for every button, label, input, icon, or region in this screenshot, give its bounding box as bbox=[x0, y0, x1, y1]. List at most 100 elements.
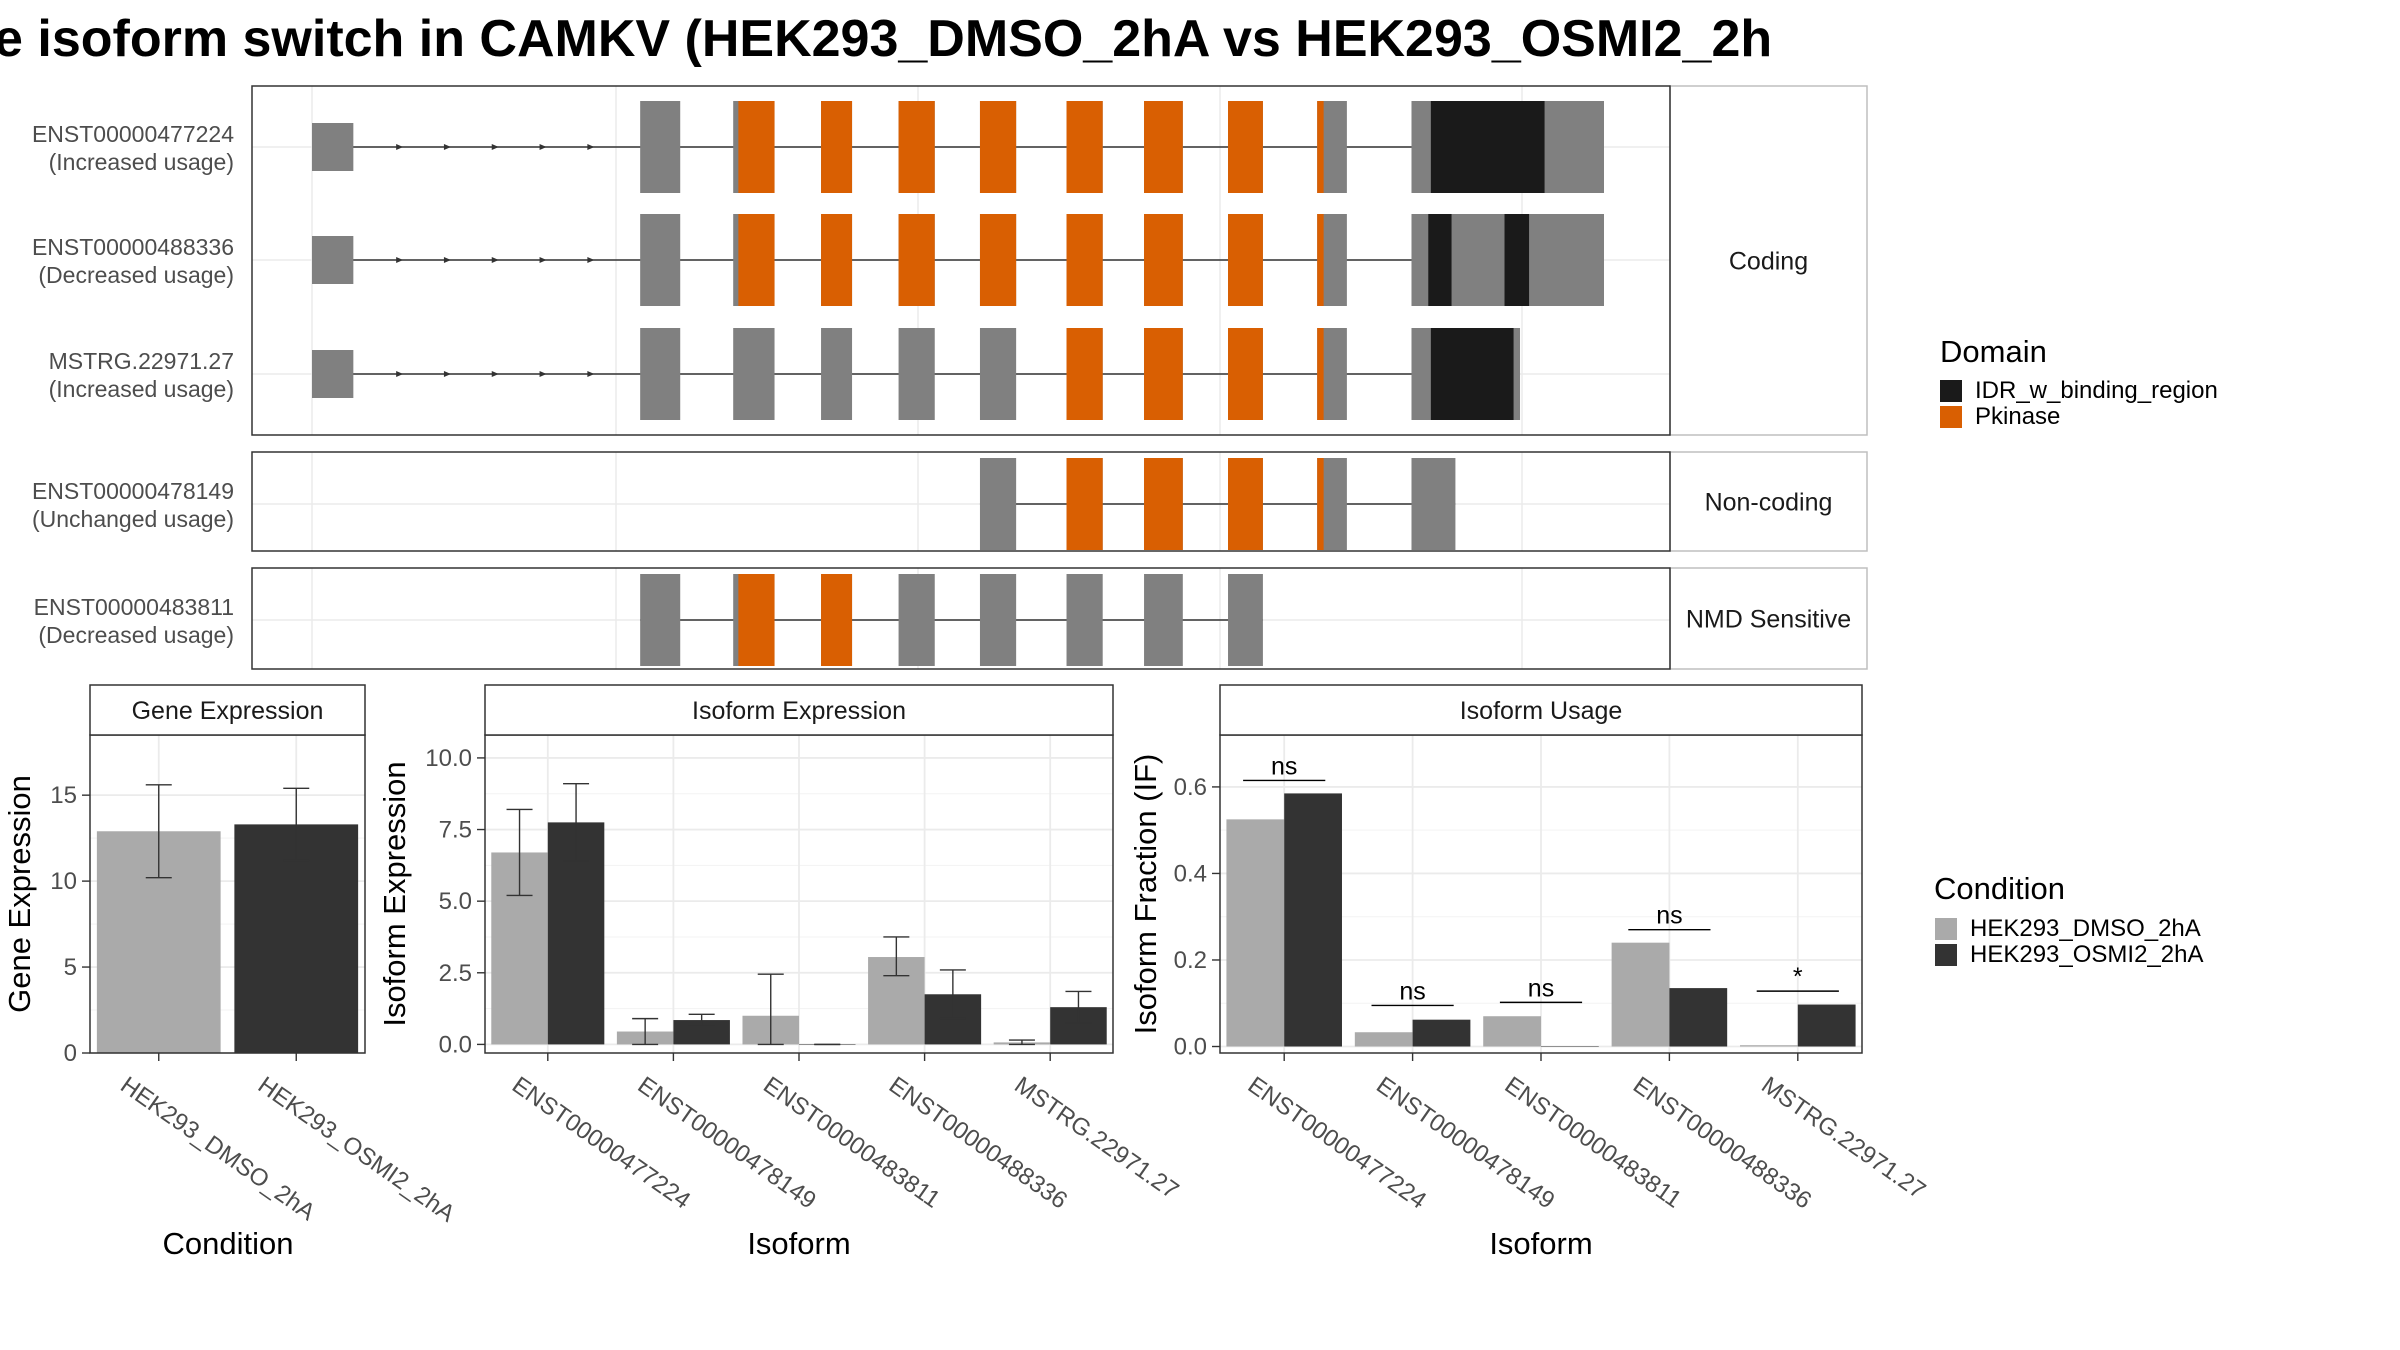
intron-arrow bbox=[491, 371, 499, 377]
bar-HEK293_DMSO_2hA bbox=[1611, 942, 1670, 1047]
panel-strip-label: Non-coding bbox=[1705, 489, 1833, 517]
idr-domain bbox=[1430, 328, 1514, 420]
chart-strip bbox=[1219, 684, 1863, 736]
significance-label: ns bbox=[1528, 974, 1554, 1002]
isoform-track: MSTRG.22971.27(Increased usage) bbox=[49, 328, 1521, 420]
domain-legend-label: IDR_w_binding_region bbox=[1975, 377, 2218, 404]
isoform-track: ENST00000478149(Unchanged usage) bbox=[32, 458, 1456, 550]
y-tick-label: 0.6 bbox=[1174, 774, 1207, 801]
chart-strip bbox=[89, 684, 366, 736]
pkinase-domain bbox=[821, 214, 853, 306]
intron-arrow bbox=[587, 144, 595, 150]
exon-block bbox=[1411, 458, 1456, 550]
isoform-id-label: ENST00000483811 bbox=[34, 594, 234, 620]
domain-legend-title: Domain bbox=[1940, 334, 2047, 369]
pkinase-domain bbox=[1144, 458, 1183, 550]
isoform-id-label: MSTRG.22971.27 bbox=[49, 348, 234, 374]
condition-legend-key bbox=[1935, 944, 1957, 966]
pkinase-domain bbox=[1317, 328, 1324, 420]
pkinase-domain bbox=[979, 101, 1017, 193]
significance-label: ns bbox=[1656, 902, 1682, 930]
y-tick-label: 0.0 bbox=[439, 1031, 472, 1058]
x-axis-title: Isoform bbox=[747, 1226, 850, 1261]
isoform-usage-label: (Unchanged usage) bbox=[32, 506, 234, 532]
significance-label: * bbox=[1793, 963, 1803, 991]
intron-arrow bbox=[539, 257, 547, 263]
pkinase-domain bbox=[821, 574, 853, 666]
exon-block bbox=[1144, 574, 1183, 666]
domain-legend-key bbox=[1940, 380, 1962, 402]
y-tick-label: 7.5 bbox=[439, 817, 472, 844]
condition-legend-label: HEK293_OSMI2_2hA bbox=[1970, 941, 2203, 968]
panel-strip-label: NMD Sensitive bbox=[1686, 606, 1851, 634]
isoform-track: ENST00000488336(Decreased usage) bbox=[32, 214, 1604, 306]
chart-strip-title: Isoform Expression bbox=[692, 697, 906, 725]
pkinase-domain bbox=[1066, 214, 1103, 306]
exon-block bbox=[898, 574, 935, 666]
isoform-usage-label: (Decreased usage) bbox=[38, 262, 234, 288]
pkinase-domain bbox=[1066, 101, 1103, 193]
pkinase-domain bbox=[979, 214, 1017, 306]
panel-border bbox=[251, 451, 1671, 552]
exon-block bbox=[979, 574, 1017, 666]
intron-arrow bbox=[396, 144, 404, 150]
y-tick-label: 5.0 bbox=[439, 888, 472, 915]
exon-block bbox=[1228, 574, 1263, 666]
exon-block bbox=[821, 328, 853, 420]
bar-HEK293_OSMI2_2hA bbox=[1797, 1004, 1856, 1047]
bar-HEK293_OSMI2_2hA bbox=[1412, 1019, 1471, 1047]
isoform-id-label: ENST00000478149 bbox=[32, 478, 234, 504]
isoform-id-label: ENST00000488336 bbox=[32, 234, 234, 260]
pkinase-domain bbox=[898, 101, 935, 193]
isoform-usage-label: (Decreased usage) bbox=[38, 622, 234, 648]
panel-strip bbox=[1669, 451, 1868, 552]
figure-title: e isoform switch in CAMKV (HEK293_DMSO_2… bbox=[0, 10, 1772, 68]
pkinase-domain bbox=[1066, 458, 1103, 550]
condition-legend: Condition HEK293_DMSO_2hAHEK293_OSMI2_2h… bbox=[1934, 871, 2203, 968]
panel-strip bbox=[1669, 567, 1868, 670]
pkinase-domain bbox=[1228, 101, 1263, 193]
intron-arrow bbox=[396, 371, 404, 377]
intron-arrow bbox=[396, 257, 404, 263]
bar-HEK293_DMSO_2hA bbox=[1483, 1016, 1541, 1047]
y-tick-label: 10.0 bbox=[425, 745, 472, 772]
y-tick-label: 0.0 bbox=[1174, 1034, 1207, 1061]
isoform-track: ENST00000477224(Increased usage) bbox=[32, 101, 1604, 193]
pkinase-domain bbox=[738, 101, 775, 193]
pkinase-domain bbox=[1144, 214, 1183, 306]
x-axis-title: Isoform bbox=[1489, 1226, 1592, 1261]
intron-arrow bbox=[587, 257, 595, 263]
pkinase-domain bbox=[738, 574, 775, 666]
pkinase-domain bbox=[898, 214, 935, 306]
pkinase-domain bbox=[1066, 328, 1103, 420]
idr-domain bbox=[1504, 214, 1530, 306]
structure-panel-1: Non-coding ENST00000478149(Unchanged usag… bbox=[32, 451, 1868, 552]
intron-arrow bbox=[443, 144, 451, 150]
bar-HEK293_OSMI2_2hA bbox=[1541, 1046, 1599, 1048]
exon-block bbox=[898, 328, 935, 420]
intron-arrow bbox=[539, 144, 547, 150]
isoform-usage-label: (Increased usage) bbox=[49, 149, 234, 175]
panel-background bbox=[252, 568, 1670, 669]
y-tick-label: 2.5 bbox=[439, 960, 472, 987]
pkinase-domain bbox=[1144, 101, 1183, 193]
bar-HEK293_OSMI2_2hA bbox=[234, 824, 359, 1053]
domain-legend-label: Pkinase bbox=[1975, 403, 2060, 430]
pkinase-domain bbox=[738, 214, 775, 306]
intron-arrow bbox=[443, 257, 451, 263]
bar-HEK293_OSMI2_2hA bbox=[1669, 988, 1728, 1047]
y-tick-label: 0.2 bbox=[1174, 947, 1207, 974]
isoform-id-label: ENST00000477224 bbox=[32, 121, 234, 147]
pkinase-domain bbox=[1228, 458, 1263, 550]
bar-HEK293_DMSO_2hA bbox=[1226, 819, 1285, 1047]
structure-panel-2: NMD Sensitive ENST00000483811(Decreased u… bbox=[34, 567, 1868, 670]
significance-label: ns bbox=[1271, 752, 1297, 780]
exon-block bbox=[640, 101, 681, 193]
condition-legend-key bbox=[1935, 918, 1957, 940]
y-tick-label: 10 bbox=[50, 868, 77, 895]
panel-background bbox=[252, 452, 1670, 551]
